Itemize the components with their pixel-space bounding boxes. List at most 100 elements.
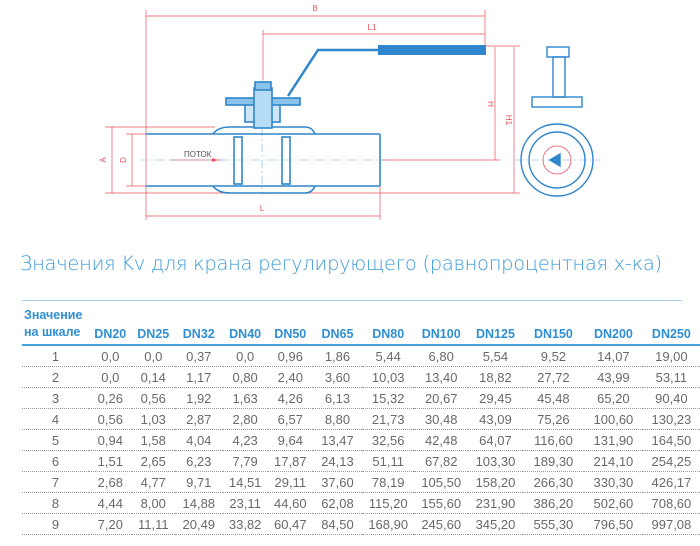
kv-cell: 0,0	[89, 366, 132, 388]
kv-cell: 4,44	[89, 492, 132, 514]
kv-cell: 1,63	[222, 387, 268, 409]
handle-lever	[286, 45, 486, 97]
kv-cell: 1,03	[131, 408, 175, 430]
kv-cell: 45,48	[522, 387, 585, 409]
kv-cell: 1,58	[131, 429, 175, 451]
table-row: 2 0,0 0,14 1,17 0,80 2,40 3,60 10,03 13,40 18,82 2…	[22, 366, 700, 388]
table-row: 6 1,51 2,65 6,23 7,79 17,87 24,13 51,11 67,82 103…	[22, 450, 700, 472]
header-dn20: DN20	[89, 307, 132, 346]
header-scale: Значение на шкале	[22, 307, 89, 346]
scale-value: 9	[22, 513, 89, 535]
kv-cell: 131,90	[584, 429, 643, 451]
kv-cell: 67,82	[414, 450, 469, 472]
kv-cell: 64,07	[468, 429, 523, 451]
kv-cell: 426,17	[642, 471, 700, 493]
header-scale-line2: на шкале	[24, 325, 81, 339]
kv-cell: 23,11	[222, 492, 268, 514]
kv-cell: 266,30	[522, 471, 585, 493]
page-title: Значения Kv для крана регулирующего (рав…	[20, 252, 662, 275]
kv-cell: 708,60	[642, 492, 700, 514]
kv-table: Значение на шкале DN20 DN25 DN32 DN40 DN50 DN6…	[22, 307, 700, 535]
kv-cell: 2,40	[267, 366, 313, 388]
kv-cell: 9,71	[174, 471, 223, 493]
table-row: 1 0,0 0,0 0,37 0,0 0,96 1,86 5,44 6,80 5,54 9,52 14…	[22, 345, 700, 367]
kv-cell: 0,96	[267, 345, 313, 367]
kv-cell: 19,00	[642, 345, 700, 367]
kv-cell: 555,30	[522, 513, 585, 535]
kv-cell: 231,90	[468, 492, 523, 514]
kv-cell: 103,30	[468, 450, 523, 472]
kv-cell: 0,56	[89, 408, 132, 430]
scale-value: 4	[22, 408, 89, 430]
kv-cell: 51,11	[362, 450, 415, 472]
kv-cell: 214,10	[584, 450, 643, 472]
kv-cell: 14,51	[222, 471, 268, 493]
kv-cell: 10,03	[362, 366, 415, 388]
kv-cell: 168,90	[362, 513, 415, 535]
label-a: A	[99, 157, 108, 163]
scale-value: 8	[22, 492, 89, 514]
table-row: 4 0,56 1,03 2,87 2,80 6,57 8,80 21,73 30,48 43,09…	[22, 408, 700, 430]
table-row: 9 7,20 11,11 20,49 33,82 60,47 84,50 168,90 245,…	[22, 513, 700, 535]
kv-cell: 7,79	[222, 450, 268, 472]
kv-cell: 116,60	[522, 429, 585, 451]
kv-cell: 796,50	[584, 513, 643, 535]
kv-cell: 8,80	[312, 408, 363, 430]
header-dn65: DN65	[312, 307, 363, 346]
header-dn150: DN150	[522, 307, 585, 346]
header-dn250: DN250	[642, 307, 700, 346]
kv-cell: 4,04	[174, 429, 223, 451]
kv-cell: 43,09	[468, 408, 523, 430]
valve-body	[146, 81, 381, 194]
kv-cell: 105,50	[414, 471, 469, 493]
kv-cell: 1,51	[89, 450, 132, 472]
kv-cell: 53,11	[642, 366, 700, 388]
scale-value: 7	[22, 471, 89, 493]
label-h: H	[486, 101, 495, 107]
kv-cell: 29,45	[468, 387, 523, 409]
kv-cell: 60,47	[267, 513, 313, 535]
label-d: D	[119, 157, 128, 163]
kv-cell: 1,86	[312, 345, 363, 367]
dimension-lines	[105, 10, 520, 220]
kv-cell: 14,88	[174, 492, 223, 514]
kv-cell: 4,26	[267, 387, 313, 409]
kv-cell: 18,82	[468, 366, 523, 388]
kv-cell: 0,80	[222, 366, 268, 388]
header-dn200: DN200	[584, 307, 643, 346]
kv-cell: 11,11	[131, 513, 175, 535]
kv-cell: 9,64	[267, 429, 313, 451]
kv-cell: 65,20	[584, 387, 643, 409]
kv-cell: 2,68	[89, 471, 132, 493]
kv-cell: 330,30	[584, 471, 643, 493]
kv-cell: 30,48	[414, 408, 469, 430]
kv-cell: 33,82	[222, 513, 268, 535]
kv-cell: 0,37	[174, 345, 223, 367]
kv-cell: 14,07	[584, 345, 643, 367]
kv-cell: 29,11	[267, 471, 313, 493]
header-dn80: DN80	[362, 307, 415, 346]
kv-cell: 90,40	[642, 387, 700, 409]
scale-value: 5	[22, 429, 89, 451]
kv-cell: 37,60	[312, 471, 363, 493]
kv-cell: 4,23	[222, 429, 268, 451]
kv-cell: 254,25	[642, 450, 700, 472]
kv-cell: 502,60	[584, 492, 643, 514]
kv-cell: 0,56	[131, 387, 175, 409]
kv-cell: 6,80	[414, 345, 469, 367]
kv-cell: 115,20	[362, 492, 415, 514]
kv-cell: 20,67	[414, 387, 469, 409]
side-view	[520, 46, 594, 197]
kv-cell: 6,57	[267, 408, 313, 430]
kv-cell: 27,72	[522, 366, 585, 388]
kv-cell: 32,56	[362, 429, 415, 451]
kv-cell: 43,99	[584, 366, 643, 388]
kv-cell: 345,20	[468, 513, 523, 535]
kv-cell: 78,19	[362, 471, 415, 493]
kv-cell: 997,08	[642, 513, 700, 535]
kv-cell: 20,49	[174, 513, 223, 535]
kv-cell: 158,20	[468, 471, 523, 493]
kv-cell: 164,50	[642, 429, 700, 451]
scale-value: 2	[22, 366, 89, 388]
header-dn50: DN50	[267, 307, 313, 346]
